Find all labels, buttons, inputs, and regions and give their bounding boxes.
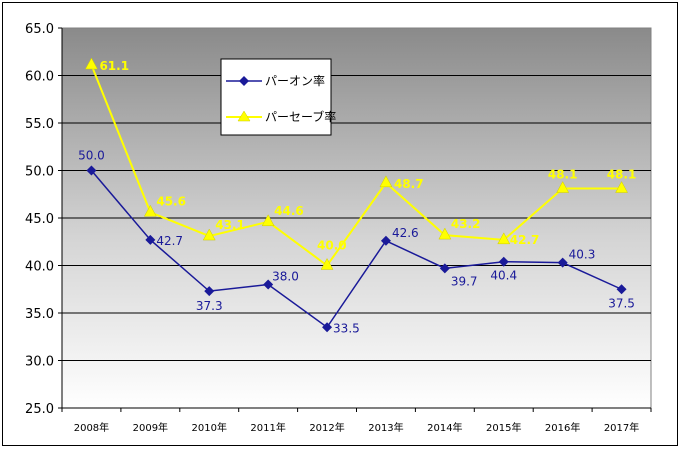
- point-marker: [615, 181, 628, 193]
- point-marker: [261, 214, 275, 227]
- point-marker: [556, 181, 570, 193]
- x-tick-label: 2014年: [427, 421, 462, 434]
- data-label: 38.0: [272, 270, 299, 284]
- legend: パーオン率 パーセーブ率: [220, 58, 336, 136]
- x-tick-label: 2011年: [250, 421, 285, 434]
- y-tick-label: 25.0: [25, 402, 54, 417]
- series-line-1: [90, 170, 622, 329]
- data-label: 37.5: [608, 296, 635, 310]
- data-label: 42.7: [156, 234, 183, 248]
- data-label: 48.7: [394, 177, 424, 191]
- y-tick-label: 55.0: [25, 117, 54, 132]
- data-label: 61.1: [99, 59, 129, 73]
- point-marker: [557, 257, 568, 268]
- x-tick-label: 2016年: [545, 421, 580, 434]
- series-line-2: [90, 64, 622, 267]
- data-label: 48.1: [548, 168, 578, 182]
- x-tick-label: 2010年: [192, 421, 227, 434]
- y-axis: 25.0 30.0 35.0 40.0 45.0 50.0 55.0 60.0 65.0: [25, 22, 63, 417]
- series-markers: [85, 57, 628, 333]
- y-tick-label: 30.0: [25, 355, 54, 370]
- point-marker: [204, 286, 215, 297]
- data-label: 45.6: [156, 194, 186, 208]
- y-tick-label: 45.0: [25, 212, 54, 227]
- y-tick-label: 40.0: [25, 260, 54, 275]
- point-marker: [616, 284, 627, 295]
- data-label: 42.6: [392, 226, 419, 240]
- x-tick-label: 2012年: [309, 421, 344, 434]
- data-label: 33.5: [333, 321, 360, 335]
- data-label: 40.3: [569, 248, 596, 262]
- y-tick-label: 35.0: [25, 307, 54, 322]
- point-marker: [202, 228, 216, 241]
- point-marker: [498, 256, 509, 267]
- point-marker: [85, 57, 98, 70]
- point-marker: [143, 204, 157, 217]
- x-tick-label: 2015年: [486, 421, 521, 434]
- series-lines: [90, 64, 622, 329]
- y-tick-label: 60.0: [25, 70, 54, 85]
- point-marker: [320, 257, 334, 270]
- point-marker: [86, 165, 97, 176]
- data-label: 43.1: [215, 218, 245, 232]
- x-tick-label: 2008年: [74, 421, 109, 434]
- point-marker: [380, 235, 391, 246]
- point-marker: [145, 234, 156, 245]
- data-label: 43.2: [451, 217, 481, 231]
- point-marker: [497, 232, 511, 245]
- data-label: 37.3: [196, 299, 223, 313]
- legend-marker-series-2: [237, 110, 251, 122]
- data-label: 50.0: [78, 149, 105, 163]
- data-label: 48.1: [607, 168, 637, 182]
- data-labels: 50.0 42.7 37.3 38.0 33.5 42.6 39.7 40.4 40.3 37.5…: [78, 59, 636, 335]
- legend-label-series-1: パーオン率: [265, 73, 325, 88]
- data-label: 39.7: [451, 274, 478, 288]
- data-label: 44.6: [274, 204, 304, 218]
- legend-label-series-2: パーセーブ率: [265, 109, 336, 124]
- x-tick-label: 2017年: [604, 421, 639, 434]
- x-axis: 2008年 2009年 2010年 2011年 2012年 2013年 2014年 2015年…: [61, 407, 652, 434]
- data-label: 40.4: [490, 269, 517, 283]
- x-tick-label: 2013年: [368, 421, 403, 434]
- point-marker: [379, 175, 393, 188]
- y-tick-label: 65.0: [25, 22, 54, 37]
- point-marker: [263, 279, 274, 290]
- point-marker: [438, 227, 452, 240]
- data-label: 40.0: [317, 239, 347, 253]
- y-tick-label: 50.0: [25, 165, 54, 180]
- x-tick-label: 2009年: [133, 421, 168, 434]
- legend-box: [220, 58, 332, 136]
- legend-marker-series-1: [239, 76, 249, 86]
- gridlines: [62, 75, 651, 361]
- point-marker: [322, 322, 333, 333]
- point-marker: [439, 263, 450, 274]
- data-label: 42.7: [510, 233, 540, 247]
